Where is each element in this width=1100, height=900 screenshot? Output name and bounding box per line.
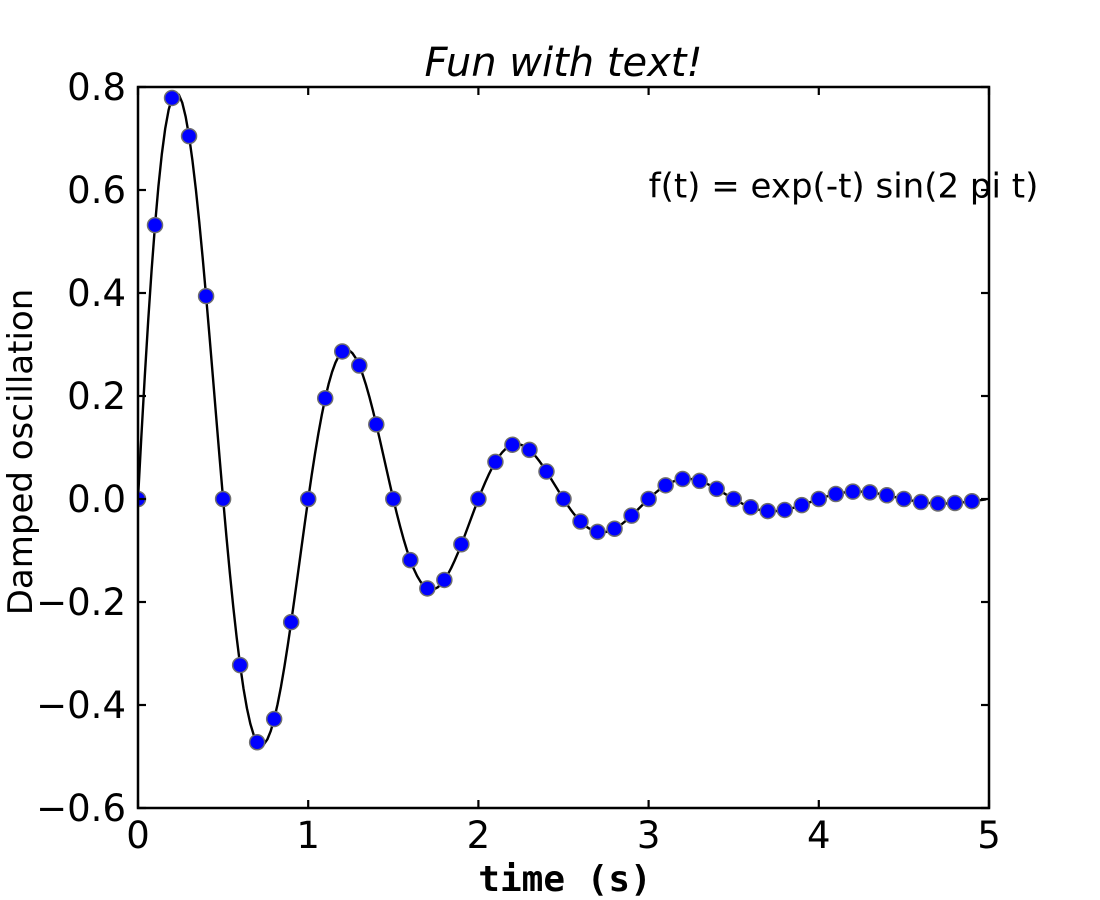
annotation-text: f(t) = exp(-t) sin(2 pi t) <box>649 167 1039 207</box>
data-point-marker <box>487 453 504 471</box>
data-point-marker <box>878 487 896 504</box>
data-point-marker <box>827 485 845 503</box>
x-tick-label: 5 <box>977 814 1001 857</box>
data-point-marker <box>623 507 640 524</box>
data-point-marker <box>555 490 572 508</box>
data-point-marker <box>504 436 521 453</box>
data-point-marker <box>572 513 589 530</box>
x-axis-label: time (s) <box>478 859 651 900</box>
data-point-marker <box>912 493 930 511</box>
y-tick-label: −0.2 <box>36 581 126 624</box>
data-point-marker <box>725 490 742 508</box>
data-point-marker <box>299 490 317 508</box>
data-point-marker <box>793 496 811 514</box>
y-tick-label: 0.2 <box>67 375 126 418</box>
data-point-marker <box>810 490 828 508</box>
plot-border <box>136 85 991 810</box>
data-point-marker <box>197 287 215 305</box>
x-tick-label: 2 <box>467 814 491 857</box>
y-tick-label: −0.6 <box>36 787 126 830</box>
data-point-marker <box>674 470 691 488</box>
data-point-marker <box>691 472 708 490</box>
data-point-marker <box>453 536 470 553</box>
data-point-marker <box>657 477 674 494</box>
data-point-marker <box>368 416 385 433</box>
plot-data-layer <box>138 89 987 751</box>
data-point-marker <box>708 480 725 498</box>
y-axis-label: Damped oscillation <box>1 289 41 616</box>
data-point-marker <box>385 490 402 508</box>
y-tick-label: 0.4 <box>67 272 126 315</box>
data-point-marker <box>419 580 436 597</box>
data-point-marker <box>538 463 555 480</box>
data-point-marker <box>861 484 879 501</box>
data-point-marker <box>436 571 453 589</box>
data-point-marker <box>640 490 657 508</box>
data-point-marker <box>589 523 606 541</box>
data-point-marker <box>521 441 538 459</box>
data-point-marker <box>470 490 487 508</box>
data-point-marker <box>163 89 181 107</box>
data-point-marker <box>146 216 164 234</box>
chart-title: Fun with text! <box>424 40 702 86</box>
y-tick-label: 0.8 <box>67 66 126 109</box>
data-point-marker <box>333 343 351 360</box>
data-point-marker <box>759 502 776 520</box>
data-point-marker <box>776 501 794 519</box>
data-point-marker <box>895 490 913 508</box>
data-point-marker <box>231 656 249 674</box>
x-tick-label: 4 <box>807 814 831 857</box>
x-tick-label: 1 <box>296 814 320 857</box>
data-point-marker <box>265 710 283 728</box>
data-point-marker <box>180 127 198 145</box>
data-point-marker <box>929 495 947 512</box>
data-point-marker <box>606 520 623 538</box>
y-tick-label: 0.0 <box>67 478 126 521</box>
data-point-marker <box>282 613 300 631</box>
data-point-marker <box>248 733 266 751</box>
data-point-marker <box>963 493 981 510</box>
data-point-marker <box>946 494 964 512</box>
data-point-marker <box>742 499 759 516</box>
data-point-marker <box>402 551 419 569</box>
data-point-marker <box>316 389 334 407</box>
x-tick-label: 3 <box>637 814 661 857</box>
y-tick-label: 0.6 <box>67 169 126 212</box>
data-point-marker <box>351 357 368 374</box>
data-point-marker <box>844 483 862 500</box>
data-point-marker <box>214 490 232 508</box>
y-tick-label: −0.4 <box>36 684 126 727</box>
x-tick-label: 0 <box>126 814 150 857</box>
axes-layer: 0 1 2 3 4 5 0.8 0.6 0.4 0.2 0.0 −0.2 −0.4 −0.6 <box>36 66 1001 857</box>
